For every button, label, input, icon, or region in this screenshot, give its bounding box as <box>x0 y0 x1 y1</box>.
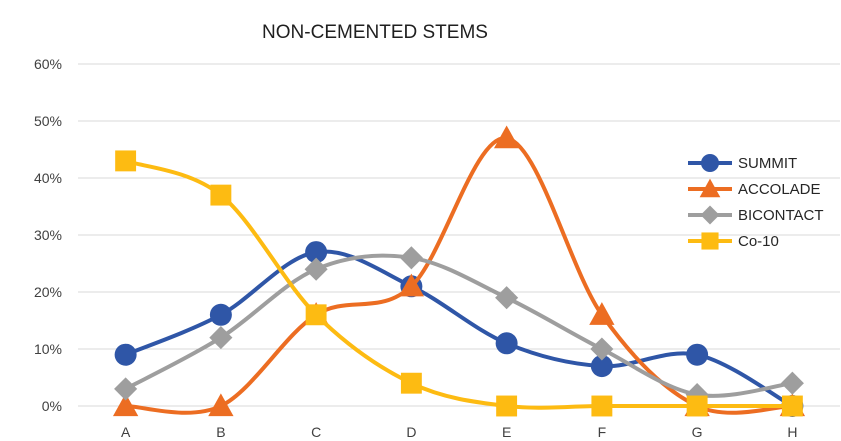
series-bicontact <box>114 246 804 407</box>
y-tick-label: 50% <box>34 113 62 129</box>
legend-item-bicontact: BICONTACT <box>688 205 824 225</box>
data-point-co-10 <box>781 395 803 417</box>
data-point-accolade <box>112 393 139 417</box>
legend-label: SUMMIT <box>738 155 797 172</box>
series-line-accolade <box>123 136 795 415</box>
data-point-summit <box>590 355 613 378</box>
x-tick-label: G <box>692 424 703 440</box>
data-point-co-10 <box>686 395 708 417</box>
series-lines <box>112 125 806 417</box>
legend-marker-co-10 <box>701 232 719 250</box>
y-tick-label: 30% <box>34 227 62 243</box>
legend-item-co-10: Co-10 <box>688 232 779 250</box>
data-point-bicontact <box>304 257 328 281</box>
legend-marker-summit <box>701 154 719 172</box>
data-point-bicontact <box>209 326 233 350</box>
x-tick-label: F <box>598 424 607 440</box>
data-point-summit <box>686 343 709 366</box>
legend: SUMMIT ACCOLADE BICONTACT Co-10 <box>688 154 824 250</box>
y-tick-label: 40% <box>34 170 62 186</box>
legend-item-summit: SUMMIT <box>688 154 797 172</box>
legend-item-accolade: ACCOLADE <box>688 178 821 198</box>
legend-label: Co-10 <box>738 233 779 250</box>
x-tick-label: A <box>121 424 131 440</box>
data-point-co-10 <box>305 304 327 326</box>
data-point-bicontact <box>399 246 423 270</box>
data-point-accolade <box>398 273 425 297</box>
data-point-bicontact <box>495 286 519 310</box>
data-point-bicontact <box>114 377 138 401</box>
data-point-accolade <box>208 393 234 417</box>
data-point-summit <box>305 241 328 264</box>
legend-marker-accolade <box>699 178 721 198</box>
data-point-co-10 <box>400 372 422 394</box>
chart-title: NON-CEMENTED STEMS <box>262 22 488 43</box>
legend-marker-bicontact <box>700 205 720 225</box>
series-line-bicontact <box>123 253 795 398</box>
data-point-co-10 <box>210 184 232 206</box>
y-tick-label: 20% <box>34 284 62 300</box>
data-point-bicontact <box>780 371 804 395</box>
series-co-10 <box>115 150 803 417</box>
data-point-co-10 <box>115 150 137 172</box>
legend-label: ACCOLADE <box>738 181 821 198</box>
data-point-bicontact <box>590 337 614 361</box>
y-tick-label: 10% <box>34 341 62 357</box>
data-point-summit <box>209 303 232 326</box>
y-tick-label: 0% <box>42 398 62 414</box>
data-point-accolade <box>493 125 520 149</box>
x-tick-label: B <box>216 424 225 440</box>
x-tick-label: D <box>406 424 416 440</box>
x-tick-label: H <box>787 424 797 440</box>
data-point-bicontact <box>685 383 709 407</box>
data-point-summit <box>495 332 518 355</box>
data-point-co-10 <box>591 395 613 417</box>
y-axis: 0% 10% 20% 30% 40% 50% 60% <box>34 56 62 414</box>
x-axis: A B C D E F G H <box>121 424 797 440</box>
data-point-co-10 <box>496 395 518 417</box>
x-tick-label: E <box>502 424 511 440</box>
series-accolade <box>112 125 806 417</box>
y-tick-label: 60% <box>34 56 62 72</box>
legend-label: BICONTACT <box>738 207 824 224</box>
x-tick-label: C <box>311 424 321 440</box>
data-point-summit <box>114 343 137 366</box>
data-point-accolade <box>589 302 615 325</box>
